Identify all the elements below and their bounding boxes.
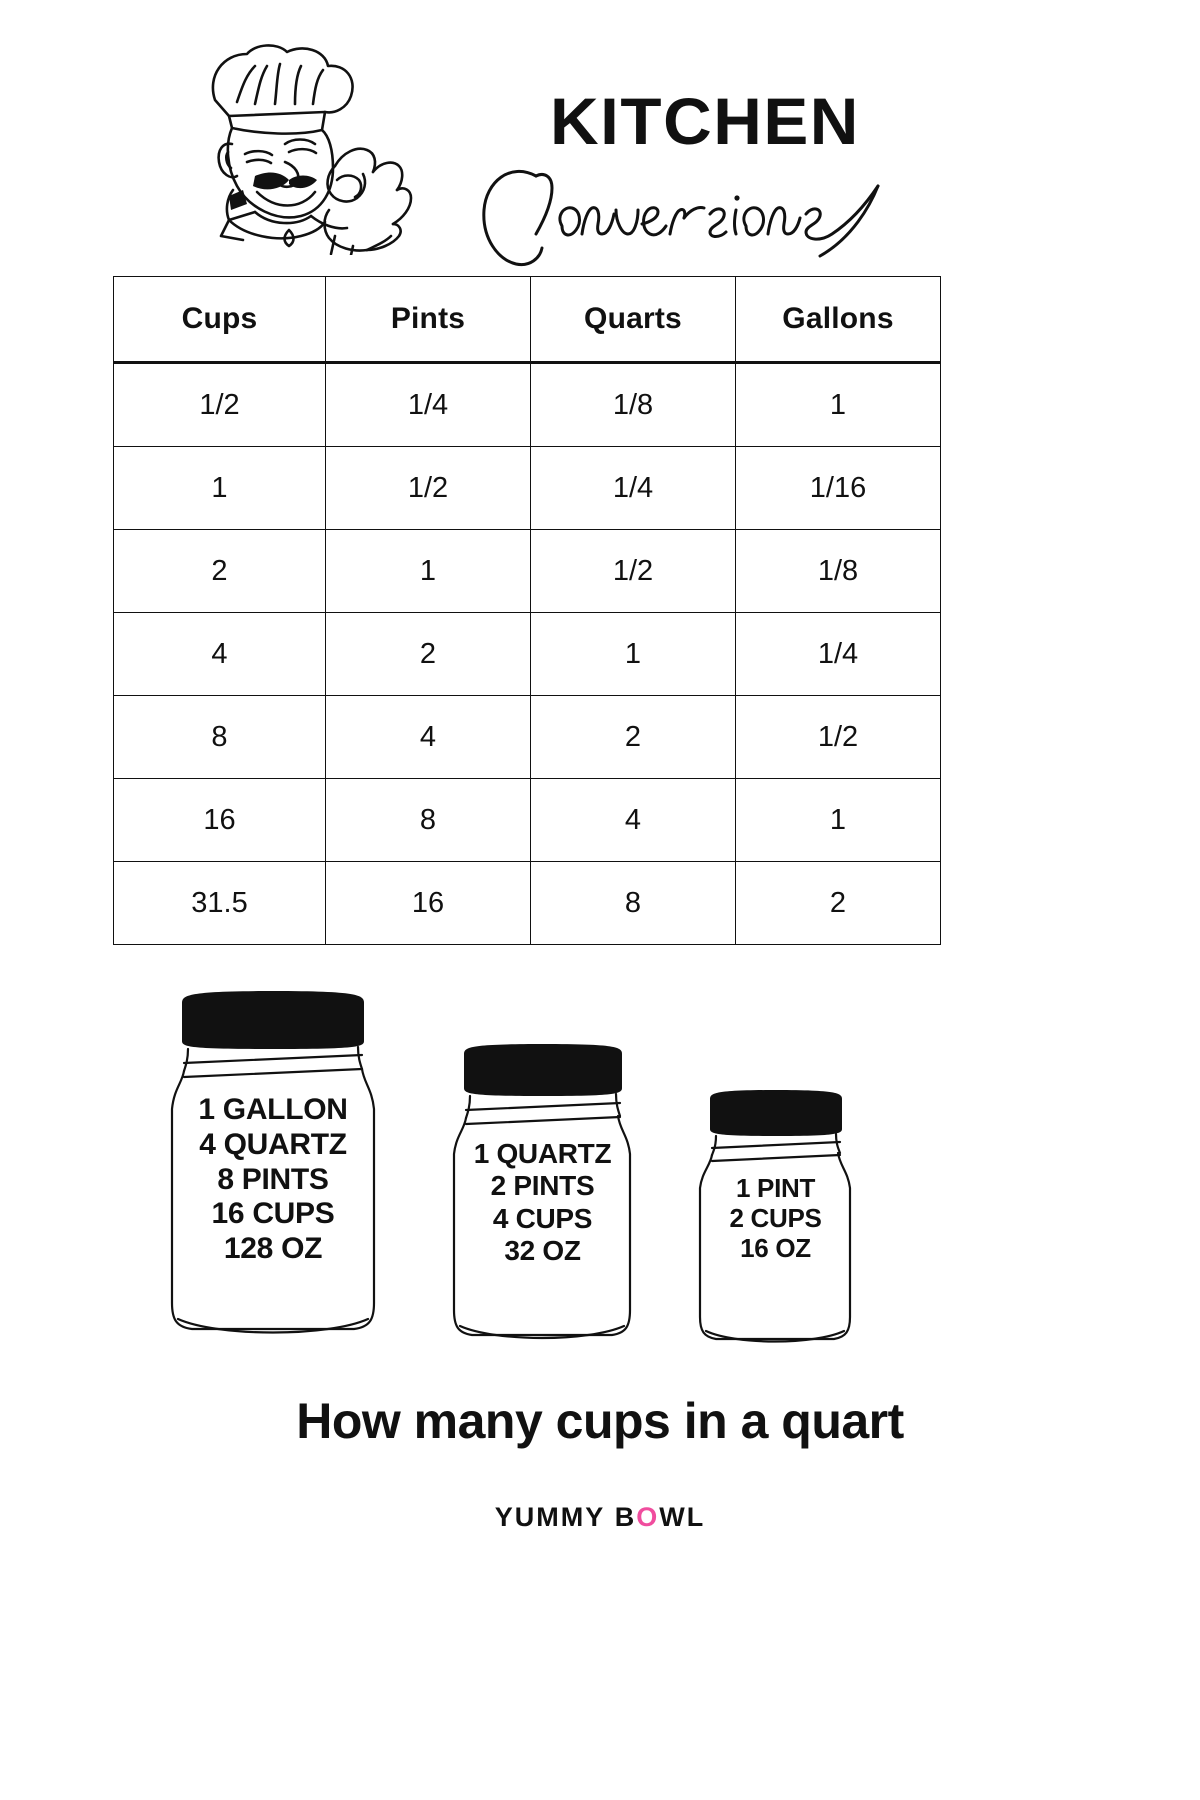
chef-illustration-icon bbox=[185, 40, 415, 257]
cell-cups: 8 bbox=[113, 695, 326, 779]
brand-word-yummy: YUMMY bbox=[494, 1502, 606, 1532]
jar-text-line: 32 OZ bbox=[504, 1235, 581, 1267]
cell-gallons: 2 bbox=[735, 861, 941, 945]
cell-pints: 4 bbox=[325, 695, 531, 779]
jar-quart: 1 QUARTZ 2 PINTS 4 CUPS 32 OZ bbox=[440, 1038, 645, 1356]
cell-quarts: 4 bbox=[530, 778, 736, 862]
table-row: 16 8 4 1 bbox=[113, 778, 941, 862]
cell-cups: 1/2 bbox=[113, 362, 326, 447]
quart-jar-icon bbox=[452, 1044, 632, 1340]
jar-illustrations: 1 GALLON 4 QUARTZ 8 PINTS 16 CUPS 128 OZ bbox=[0, 975, 1200, 1375]
page-title: KITCHEN bbox=[550, 84, 860, 158]
jar-pint: 1 PINT 2 CUPS 16 OZ bbox=[688, 1085, 863, 1357]
jar-quart-text: 1 QUARTZ 2 PINTS 4 CUPS 32 OZ bbox=[440, 1138, 645, 1268]
column-header-cups: Cups bbox=[113, 276, 326, 364]
title-script-art bbox=[482, 169, 880, 267]
jar-text-line: 128 OZ bbox=[223, 1232, 323, 1266]
cell-cups: 2 bbox=[113, 529, 326, 613]
brand-logo: YUMMY BOWL bbox=[0, 1502, 1200, 1533]
cell-gallons: 1 bbox=[735, 362, 941, 447]
cell-quarts: 2 bbox=[530, 695, 736, 779]
cell-pints: 1/2 bbox=[325, 446, 531, 530]
cell-cups: 16 bbox=[113, 778, 326, 862]
column-header-pints: Pints bbox=[325, 276, 531, 364]
jar-text-line: 1 QUARTZ bbox=[473, 1138, 612, 1169]
jar-pint-text: 1 PINT 2 CUPS 16 OZ bbox=[688, 1173, 863, 1263]
cell-cups: 4 bbox=[113, 612, 326, 696]
cell-quarts: 1 bbox=[530, 612, 736, 696]
column-header-gallons: Gallons bbox=[735, 276, 941, 364]
table-row: 4 2 1 1/4 bbox=[113, 612, 941, 696]
cell-gallons: 1/16 bbox=[735, 446, 941, 530]
pint-jar-icon bbox=[698, 1090, 852, 1343]
cell-quarts: 1/4 bbox=[530, 446, 736, 530]
brand-letters-wl: WL bbox=[659, 1502, 706, 1532]
cell-gallons: 1/4 bbox=[735, 612, 941, 696]
cell-gallons: 1/2 bbox=[735, 695, 941, 779]
cell-pints: 16 bbox=[325, 861, 531, 945]
jar-text-line: 1 GALLON bbox=[198, 1093, 348, 1126]
jar-text-line: 4 QUARTZ bbox=[199, 1127, 347, 1161]
cell-cups: 1 bbox=[113, 446, 326, 530]
jar-text-line: 16 OZ bbox=[740, 1233, 811, 1264]
gallon-jar-icon bbox=[170, 991, 376, 1334]
table-row: 1 1/2 1/4 1/16 bbox=[113, 446, 941, 530]
cell-gallons: 1 bbox=[735, 778, 941, 862]
table-row: 2 1 1/2 1/8 bbox=[113, 529, 941, 613]
jar-text-line: 2 CUPS bbox=[729, 1203, 822, 1234]
jar-text-line: 16 CUPS bbox=[211, 1197, 335, 1231]
cell-quarts: 1/2 bbox=[530, 529, 736, 613]
table-row: 31.5 16 8 2 bbox=[113, 861, 941, 945]
jar-text-line: 4 CUPS bbox=[492, 1202, 593, 1234]
jar-gallon-text: 1 GALLON 4 QUARTZ 8 PINTS 16 CUPS 128 OZ bbox=[158, 1093, 388, 1267]
brand-letter-o: O bbox=[636, 1502, 660, 1532]
table-header-row: Cups Pints Quarts Gallons bbox=[113, 276, 941, 364]
header: KITCHEN bbox=[0, 28, 1200, 267]
cell-pints: 1 bbox=[325, 529, 531, 613]
jar-text-line: 1 PINT bbox=[735, 1173, 816, 1203]
jar-text-line: 2 PINTS bbox=[490, 1170, 595, 1202]
brand-letter-b: B bbox=[614, 1502, 637, 1532]
table-row: 1/2 1/4 1/8 1 bbox=[113, 362, 941, 447]
title-block: KITCHEN bbox=[470, 50, 940, 267]
headline: How many cups in a quart bbox=[296, 1393, 904, 1449]
cell-gallons: 1/8 bbox=[735, 529, 941, 613]
cell-pints: 1/4 bbox=[325, 362, 531, 447]
cell-pints: 8 bbox=[325, 778, 531, 862]
jar-gallon: 1 GALLON 4 QUARTZ 8 PINTS 16 CUPS 128 OZ bbox=[158, 985, 388, 1355]
cell-pints: 2 bbox=[325, 612, 531, 696]
cell-quarts: 8 bbox=[530, 861, 736, 945]
cell-quarts: 1/8 bbox=[530, 362, 736, 447]
column-header-quarts: Quarts bbox=[530, 276, 736, 364]
conversion-table-wrap: Cups Pints Quarts Gallons 1/2 1/4 1/8 1 … bbox=[113, 276, 941, 945]
jar-text-line: 8 PINTS bbox=[217, 1162, 329, 1196]
cell-cups: 31.5 bbox=[113, 861, 326, 945]
conversion-table: Cups Pints Quarts Gallons 1/2 1/4 1/8 1 … bbox=[113, 276, 941, 945]
title-script-wrap bbox=[470, 148, 940, 267]
table-row: 8 4 2 1/2 bbox=[113, 695, 941, 779]
